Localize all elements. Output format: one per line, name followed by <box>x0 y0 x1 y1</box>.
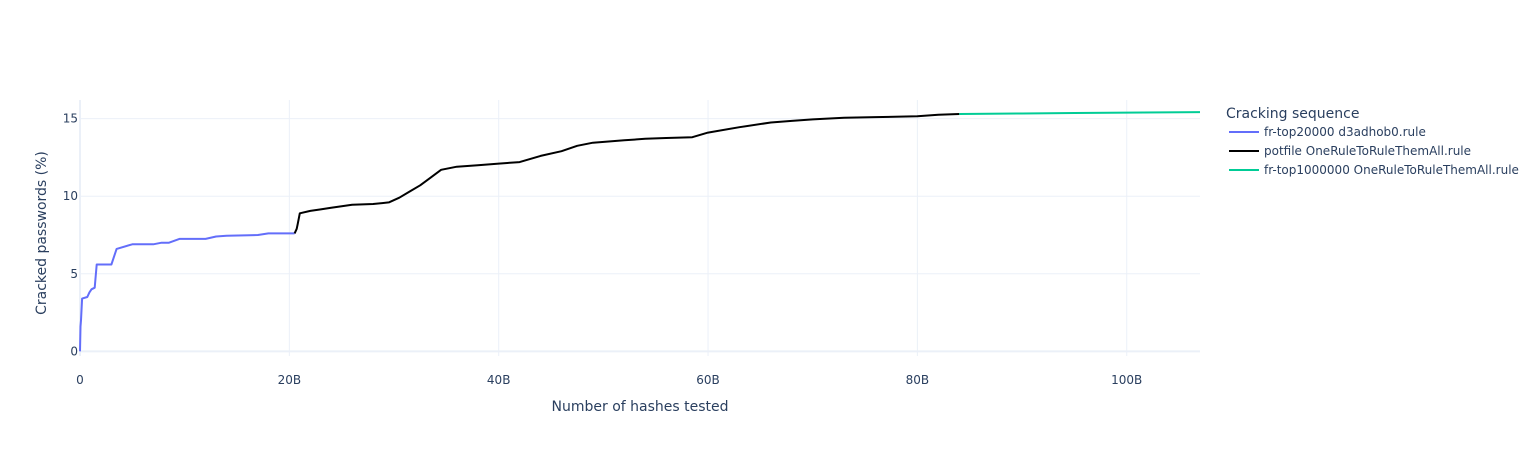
zero-lines <box>79 100 1200 356</box>
series-line-2 <box>293 113 960 234</box>
x-tick-label: 0 <box>76 373 84 387</box>
y-axis-ticks: 0 5 10 15 <box>63 112 78 359</box>
y-tick-label: 10 <box>63 189 78 203</box>
plot-area <box>79 111 1201 352</box>
legend: Cracking sequence fr-top20000 d3adhob0.r… <box>1226 106 1519 177</box>
x-tick-label: 20B <box>278 373 302 387</box>
y-tick-label: 5 <box>70 267 78 281</box>
x-tick-label: 80B <box>906 373 930 387</box>
y-tick-label: 0 <box>70 344 78 358</box>
legend-label: fr-top1000000 OneRuleToRuleThemAll.rule <box>1264 163 1519 177</box>
legend-item[interactable]: potfile OneRuleToRuleThemAll.rule <box>1229 144 1471 158</box>
legend-item[interactable]: fr-top20000 d3adhob0.rule <box>1229 125 1426 139</box>
series-line-1 <box>79 232 295 352</box>
y-axis-title: Cracked passwords (%) <box>34 151 50 315</box>
x-tick-label: 60B <box>696 373 720 387</box>
legend-label: fr-top20000 d3adhob0.rule <box>1264 125 1426 139</box>
legend-item[interactable]: fr-top1000000 OneRuleToRuleThemAll.rule <box>1229 163 1519 177</box>
series-line-3 <box>959 111 1201 115</box>
legend-title: Cracking sequence <box>1226 106 1359 122</box>
x-tick-label: 40B <box>487 373 511 387</box>
x-axis-ticks: 0 20B 40B 60B 80B 100B <box>76 373 1142 387</box>
x-tick-label: 100B <box>1111 373 1142 387</box>
x-axis-title: Number of hashes tested <box>552 399 729 415</box>
legend-label: potfile OneRuleToRuleThemAll.rule <box>1264 144 1471 158</box>
y-tick-label: 15 <box>63 112 78 126</box>
